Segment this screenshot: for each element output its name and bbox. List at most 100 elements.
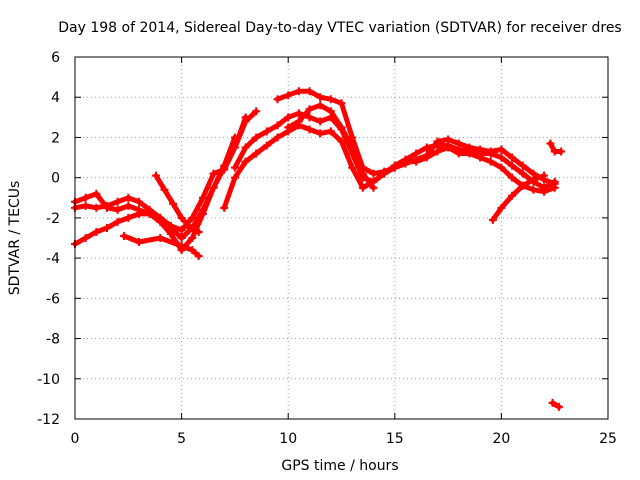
data-point bbox=[273, 133, 282, 142]
data-point bbox=[497, 163, 506, 172]
data-point bbox=[92, 203, 101, 212]
y-tick-label: -8 bbox=[46, 332, 60, 348]
y-tick-label: 6 bbox=[51, 50, 60, 66]
data-point bbox=[134, 238, 143, 247]
data-point bbox=[316, 129, 325, 138]
data-point bbox=[508, 161, 517, 170]
data-point bbox=[230, 173, 239, 182]
y-tick-label: -10 bbox=[37, 372, 60, 388]
data-point bbox=[102, 223, 111, 232]
data-point bbox=[294, 87, 303, 96]
data-point bbox=[305, 87, 314, 96]
data-point bbox=[198, 209, 207, 218]
y-tick-label: 0 bbox=[51, 171, 60, 187]
data-point bbox=[548, 398, 557, 407]
data-point bbox=[134, 197, 143, 206]
data-point bbox=[326, 107, 335, 116]
y-axis-label: SDTVAR / TECUs bbox=[7, 181, 23, 296]
data-point bbox=[497, 203, 506, 212]
data-point bbox=[508, 191, 517, 200]
y-tick-label: -6 bbox=[46, 291, 60, 307]
data-point bbox=[252, 133, 261, 142]
data-point bbox=[152, 171, 161, 180]
series-arc-e bbox=[152, 171, 203, 236]
data-point bbox=[241, 157, 250, 166]
x-tick-label: 10 bbox=[279, 431, 297, 447]
data-point bbox=[518, 169, 527, 178]
series-arc-c bbox=[71, 107, 261, 255]
data-point bbox=[177, 234, 186, 242]
series-arc-i bbox=[284, 101, 378, 192]
data-point bbox=[540, 183, 549, 192]
chart-title: Day 198 of 2014, Sidereal Day-to-day VTE… bbox=[58, 20, 621, 36]
data-point bbox=[465, 143, 474, 152]
data-point bbox=[120, 231, 129, 240]
data-point bbox=[262, 127, 271, 136]
data-point bbox=[550, 179, 559, 188]
data-point bbox=[337, 99, 346, 108]
data-point bbox=[326, 95, 335, 104]
data-point bbox=[316, 117, 325, 126]
data-point bbox=[252, 149, 261, 158]
data-point bbox=[92, 189, 101, 198]
data-point bbox=[358, 169, 367, 178]
x-axis-label: GPS time / hours bbox=[281, 458, 398, 474]
data-point bbox=[284, 123, 293, 132]
data-point bbox=[81, 234, 90, 242]
data-point bbox=[198, 193, 207, 202]
data-point bbox=[241, 143, 250, 152]
data-point bbox=[518, 161, 527, 170]
data-point bbox=[305, 113, 314, 122]
data-point bbox=[262, 141, 271, 150]
x-tick-label: 20 bbox=[492, 431, 510, 447]
data-point bbox=[326, 127, 335, 136]
data-point bbox=[113, 205, 122, 214]
data-point bbox=[454, 139, 463, 148]
data-point bbox=[497, 153, 506, 162]
data-point bbox=[316, 93, 325, 102]
data-point bbox=[188, 213, 197, 222]
x-tick-label: 0 bbox=[71, 431, 80, 447]
x-tick-label: 5 bbox=[177, 431, 186, 447]
data-point bbox=[252, 107, 261, 116]
data-point bbox=[486, 147, 495, 156]
data-point bbox=[134, 209, 143, 218]
data-point bbox=[81, 193, 90, 202]
data-point bbox=[444, 135, 453, 144]
series-arc-l bbox=[548, 398, 563, 411]
data-point bbox=[508, 173, 517, 182]
data-point bbox=[194, 252, 203, 261]
data-point bbox=[369, 169, 378, 178]
data-point bbox=[188, 234, 197, 242]
data-point bbox=[156, 234, 165, 242]
data-point bbox=[358, 183, 367, 192]
data-point bbox=[546, 139, 555, 148]
data-point bbox=[273, 95, 282, 104]
data-point bbox=[508, 153, 517, 162]
data-series bbox=[71, 87, 566, 411]
data-point bbox=[194, 227, 203, 236]
y-tick-label: 4 bbox=[51, 90, 60, 106]
data-point bbox=[124, 201, 133, 210]
data-point bbox=[401, 159, 410, 168]
data-point bbox=[412, 155, 421, 164]
data-point bbox=[124, 213, 133, 222]
data-point bbox=[113, 197, 122, 206]
data-point bbox=[305, 125, 314, 134]
data-point bbox=[369, 183, 378, 192]
data-point bbox=[380, 167, 389, 176]
data-point bbox=[529, 175, 538, 184]
data-point bbox=[230, 143, 239, 152]
data-point bbox=[529, 185, 538, 194]
data-point bbox=[220, 163, 229, 172]
data-point bbox=[156, 217, 165, 226]
data-point bbox=[166, 229, 175, 238]
data-point bbox=[209, 183, 218, 192]
data-point bbox=[488, 215, 497, 224]
data-point bbox=[92, 227, 101, 236]
data-point bbox=[124, 193, 133, 202]
y-tick-label: -2 bbox=[46, 211, 60, 227]
